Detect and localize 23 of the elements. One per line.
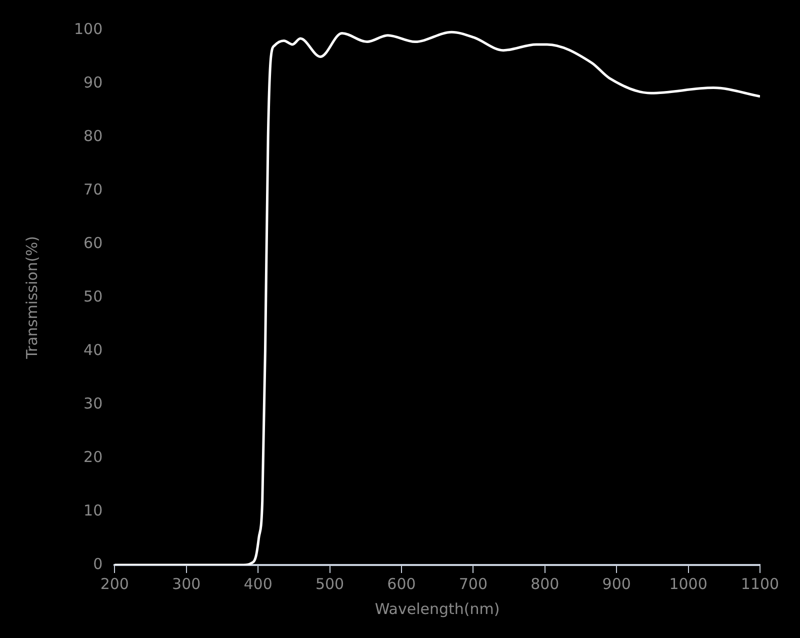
x-tick-label: 1100 [740, 574, 780, 593]
y-tick-label: 20 [84, 448, 103, 466]
y-tick-label: 70 [84, 180, 103, 198]
y-axis-title: Transmission(%) [22, 236, 41, 360]
x-tick-label: 800 [530, 574, 560, 593]
y-tick-label: 60 [84, 234, 103, 252]
y-tick-label: 0 [93, 554, 103, 573]
x-axis-title: Wavelength(nm) [374, 600, 500, 618]
x-tick-label: 700 [458, 574, 488, 593]
x-tick-label: 500 [315, 574, 344, 593]
x-tick-label: 300 [172, 574, 201, 593]
y-tick-label: 100 [74, 20, 103, 38]
y-tick-label: 80 [84, 126, 103, 145]
x-tick-label: 400 [244, 574, 272, 593]
x-tick-label: 900 [602, 574, 631, 593]
y-tick-label: 10 [84, 501, 103, 520]
x-tick-label: 600 [387, 574, 416, 593]
x-tick-label: 200 [100, 574, 129, 593]
y-tick-label: 90 [84, 73, 103, 92]
x-tick-label: 1000 [669, 574, 708, 593]
y-tick-label: 30 [84, 394, 103, 412]
y-tick-label: 40 [84, 340, 103, 359]
y-tick-label: 50 [84, 287, 103, 306]
